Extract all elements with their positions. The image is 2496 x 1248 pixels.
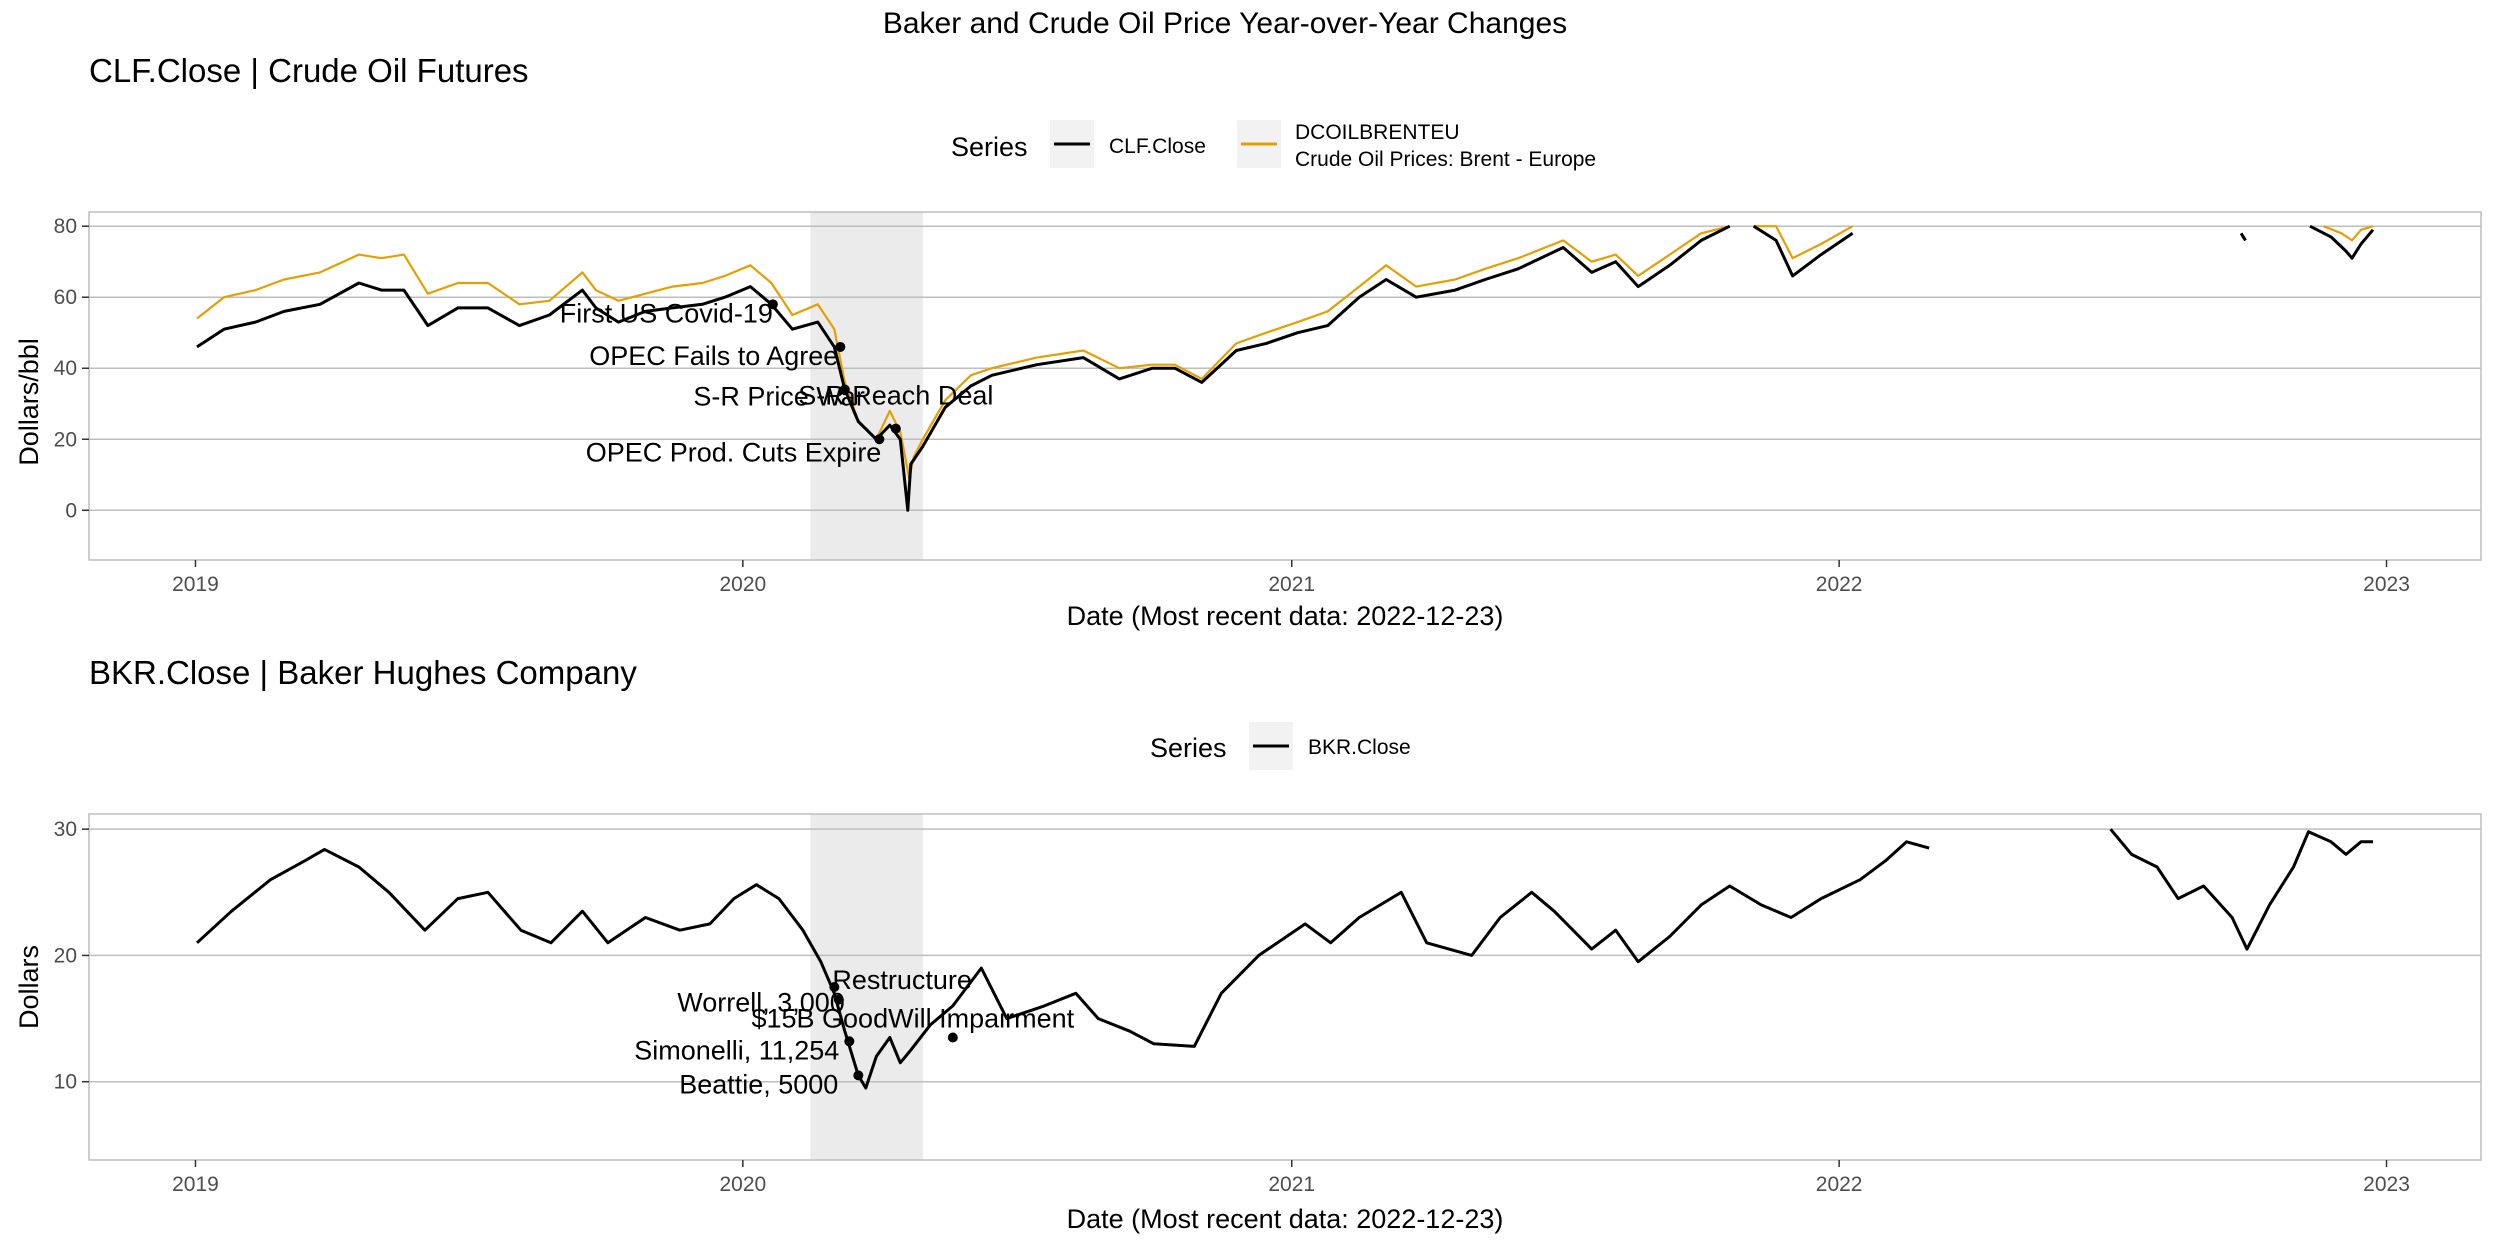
x-tick-label: 2022 [1816,573,1863,596]
panel-title: CLF.Close | Crude Oil Futures [89,52,529,89]
y-tick-label: 20 [54,944,77,967]
x-tick-label: 2021 [1268,1173,1315,1196]
y-axis-label: Dollars [14,945,44,1029]
x-axis-label: Date (Most recent data: 2022-12-23) [1067,1204,1504,1234]
legend: Series CLF.Close DCOILBRENTEU Crude Oil … [951,120,1596,171]
series-lines [195,828,2373,1090]
annotation-point [844,1036,855,1047]
annotation-point [853,1070,864,1081]
annotation-point [833,994,844,1005]
x-tick-label: 2019 [172,573,219,596]
x-tick-label: 2021 [1268,573,1315,596]
x-ticks: 2019 2020 2021 2022 2023 [172,1160,2410,1196]
annotation-point [839,384,850,395]
legend: Series BKR.Close [1150,722,1411,770]
series-line-dcoilbrenteu [196,225,2374,480]
x-tick-label: 2022 [1816,1173,1863,1196]
annotation-label: OPEC Fails to Agree [589,341,838,371]
annotation-label: S-R Price War [693,382,865,412]
legend-label-clf: CLF.Close [1109,135,1206,158]
annotation-label: Beattie, 5000 [679,1069,838,1099]
band [810,212,923,560]
y-axis-label: Dollars/bbl [14,338,44,466]
x-tick-label: 2019 [172,1173,219,1196]
annotation-point [874,434,885,445]
y-tick-label: 0 [65,499,77,522]
annotation-label: Restructure [832,965,972,995]
y-ticks: 0 20 40 60 80 [54,215,89,522]
legend-title: Series [951,132,1028,162]
series-lines [196,224,2375,512]
y-tick-label: 60 [54,286,77,309]
y-gridlines [89,828,2481,1083]
annotation-point [829,982,840,992]
baker-hughes-panel: BKR.Close | Baker Hughes Company Series … [14,654,2482,1234]
panel-border [88,211,2482,561]
annotation-point [835,341,846,352]
annotation-label: $15B GoodWill Impairment [751,1004,1074,1034]
series-line-clf-close [196,224,2375,512]
crude-oil-panel: CLF.Close | Crude Oil Futures Series CLF… [14,52,2482,631]
annotations: First US Covid-19 OPEC Fails to Agree S-R … [560,298,994,467]
x-tick-label: 2020 [720,573,767,596]
y-ticks: 10 20 30 [54,818,89,1094]
annotation-label: OPEC Prod. Cuts Expire [586,437,882,467]
annotation-label: S-R Reach Deal [798,381,993,411]
y-tick-label: 20 [54,428,77,451]
annotation-point [947,1032,958,1043]
legend-label-brent: DCOILBRENTEU [1295,121,1460,144]
y-tick-label: 10 [54,1071,77,1094]
series-line-bkr-close [195,828,2373,1090]
x-ticks: 2019 2020 2021 2022 2023 [172,560,2410,596]
x-axis-label: Date (Most recent data: 2022-12-23) [1067,601,1504,631]
annotation-point [767,299,778,310]
panel-title: BKR.Close | Baker Hughes Company [89,654,637,691]
panel-border [88,813,2482,1161]
legend-label-brent-desc: Crude Oil Prices: Brent - Europe [1295,148,1596,171]
legend-title: Series [1150,733,1227,763]
y-tick-label: 30 [54,818,77,841]
annotation-point [890,423,901,434]
band [810,814,923,1160]
legend-label-bkr: BKR.Close [1308,736,1411,759]
y-gridlines [89,225,2481,512]
figure-title: Baker and Crude Oil Price Year-over-Year… [883,7,1567,40]
annotation-label: Worrell, 3,000 [677,988,845,1018]
y-tick-label: 40 [54,357,77,380]
x-tick-label: 2023 [2363,1173,2410,1196]
x-tick-label: 2023 [2363,573,2410,596]
x-tick-label: 2020 [720,1173,767,1196]
annotation-label: First US Covid-19 [560,298,773,328]
y-tick-label: 80 [54,215,77,238]
annotation-label: Simonelli, 11,254 [634,1035,839,1065]
